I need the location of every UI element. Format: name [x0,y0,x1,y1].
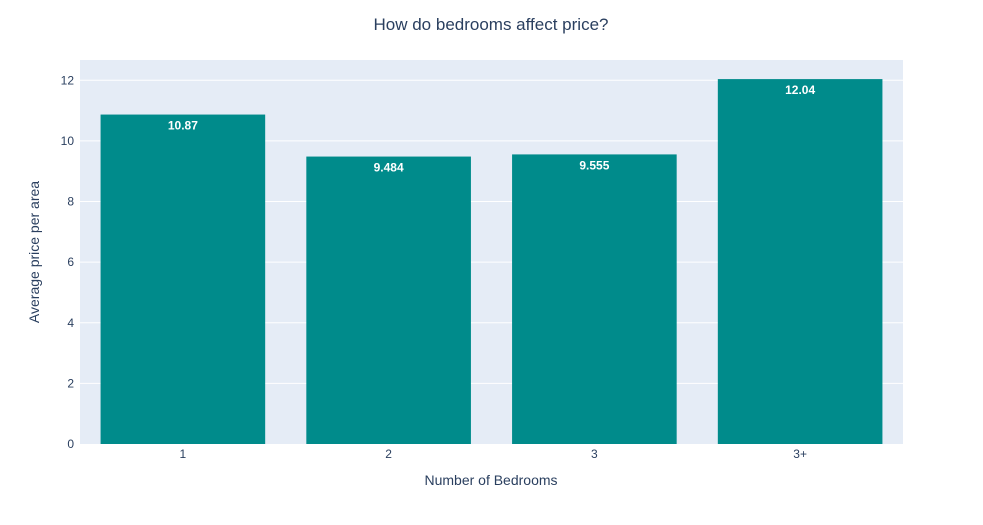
bar-value-label: 9.484 [374,161,404,175]
y-axis-label: Average price per area [26,181,42,323]
bars [100,79,883,444]
y-tick-label: 6 [67,255,74,269]
chart-title: How do bedrooms affect price? [374,15,609,34]
bar [512,154,677,444]
y-axis-ticks: 0 2 4 6 8 10 12 [61,73,75,451]
bar [100,114,266,444]
bar [306,156,471,444]
x-tick-label: 2 [385,447,392,461]
bar-value-label: 10.87 [168,119,198,133]
y-tick-label: 4 [67,316,74,330]
bar-labels: 10.87 9.484 9.555 12.04 [168,83,816,174]
bar [717,79,883,444]
y-tick-label: 10 [61,134,75,148]
bar-value-label: 12.04 [785,83,815,97]
x-axis-label: Number of Bedrooms [424,472,557,488]
x-axis-ticks: 1 2 3 3+ [180,447,807,461]
y-tick-label: 12 [61,73,75,87]
x-tick-label: 3 [591,447,598,461]
y-tick-label: 8 [67,195,74,209]
y-tick-label: 2 [67,376,74,390]
bar-value-label: 9.555 [579,158,609,172]
x-tick-label: 1 [180,447,187,461]
x-tick-label: 3+ [793,447,807,461]
y-tick-label: 0 [67,437,74,451]
